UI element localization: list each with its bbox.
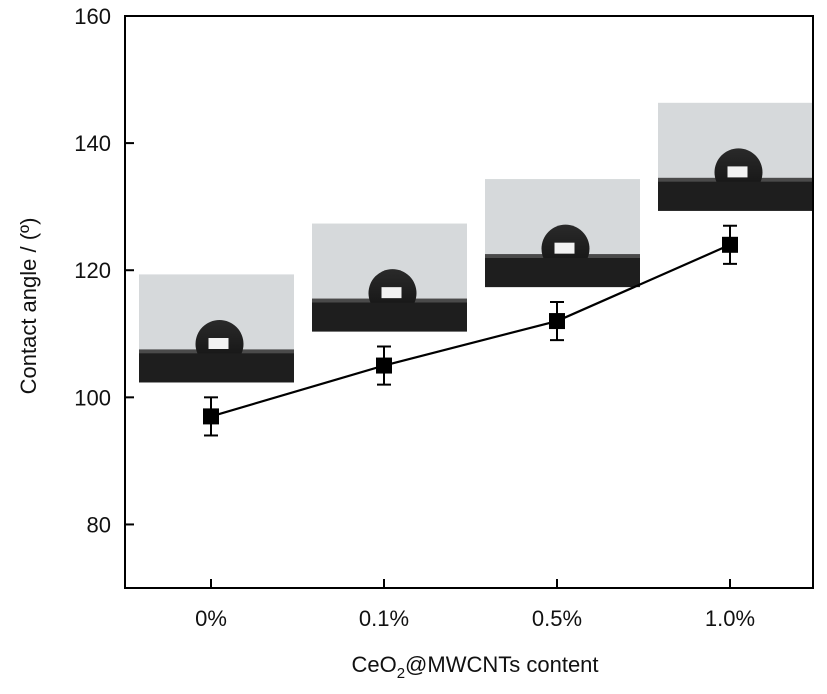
y-tick-label: 120 (74, 258, 111, 283)
data-point (376, 357, 392, 374)
data-point (722, 236, 738, 253)
axes: 80 100 120 140 160 0% 0.1% 0.5% 1.0% (74, 4, 814, 631)
inset-substrate-front (139, 353, 294, 383)
droplet-highlight (208, 338, 229, 349)
x-tick-label: 0% (195, 606, 227, 631)
y-axis-label: Contact angle / (º) (16, 218, 41, 395)
droplet-inset-photo (658, 102, 813, 211)
x-tick-label: 0.5% (532, 606, 582, 631)
axis-labels: CeO2@MWCNTs content Contact angle / (º) (16, 218, 599, 682)
data-point (549, 313, 565, 330)
x-tick-label: 1.0% (705, 606, 755, 631)
x-axis-label: CeO2@MWCNTs content (351, 652, 598, 682)
droplet-inset-photo (485, 179, 640, 288)
y-tick-label: 80 (87, 512, 111, 537)
inset-substrate-front (658, 181, 813, 211)
droplet-insets (139, 102, 813, 383)
droplet-highlight (727, 166, 748, 178)
x-axis-label-main: CeO (351, 652, 396, 677)
x-axis-label-rest: @MWCNTs content (405, 652, 598, 677)
y-tick-label: 100 (74, 385, 111, 410)
series (203, 224, 738, 437)
x-tick-label: 0.1% (359, 606, 409, 631)
plot-frame (124, 15, 814, 589)
droplet-highlight (554, 242, 575, 254)
y-tick-label: 140 (74, 131, 111, 156)
inset-substrate-front (485, 258, 640, 288)
droplet-inset-photo (139, 274, 294, 383)
y-tick-label: 160 (74, 4, 111, 29)
x-axis-label-subscript: 2 (397, 665, 405, 682)
droplet-inset-photo (312, 223, 467, 332)
droplet-highlight (381, 287, 402, 299)
data-point (203, 408, 219, 425)
series-line (210, 243, 731, 418)
inset-substrate-front (312, 302, 467, 332)
